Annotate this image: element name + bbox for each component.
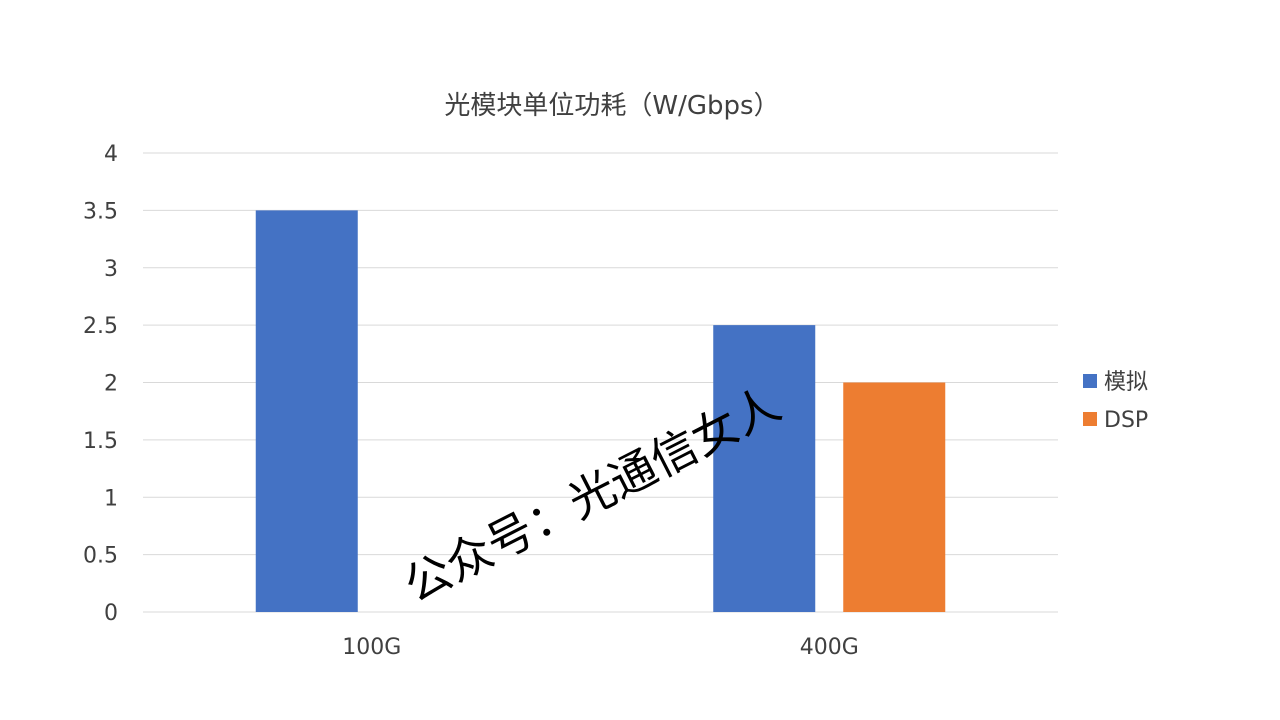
x-category-label: 400G bbox=[800, 635, 859, 660]
y-tick-label: 2 bbox=[104, 372, 118, 397]
y-tick-label: 4 bbox=[104, 142, 118, 167]
y-tick-label: 3.5 bbox=[83, 199, 118, 224]
y-tick-label: 1 bbox=[104, 486, 118, 511]
legend-swatch bbox=[1083, 374, 1097, 388]
bar-100G-series-0 bbox=[255, 210, 358, 612]
y-tick-label: 3 bbox=[104, 257, 118, 282]
bars bbox=[255, 210, 946, 612]
x-category-label: 100G bbox=[342, 635, 401, 660]
legend-label: 模拟 bbox=[1104, 370, 1148, 395]
x-axis-labels: 100G 400G bbox=[342, 635, 859, 660]
y-tick-label: 2.5 bbox=[83, 314, 118, 339]
y-tick-label: 0 bbox=[104, 601, 118, 626]
chart-title: 光模块单位功耗（W/Gbps） bbox=[444, 91, 779, 121]
bar-400G-series-1 bbox=[843, 382, 946, 612]
legend-label: DSP bbox=[1104, 408, 1148, 433]
legend-swatch bbox=[1083, 412, 1097, 426]
legend: 模拟 DSP bbox=[1083, 370, 1148, 433]
y-tick-label: 1.5 bbox=[83, 429, 118, 454]
y-axis-ticks: 0 0.5 1 1.5 2 2.5 3 3.5 4 bbox=[83, 142, 118, 626]
bar-400G-series-0 bbox=[713, 325, 816, 612]
y-tick-label: 0.5 bbox=[83, 544, 118, 569]
